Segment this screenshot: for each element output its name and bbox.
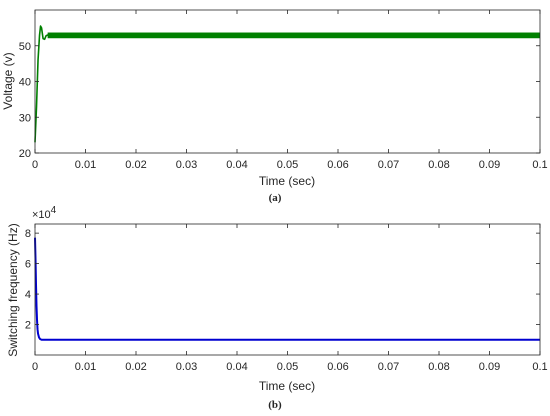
voltage-x-tick-label: 0.02 <box>125 159 146 171</box>
voltage-x-tick-label: 0 <box>32 159 38 171</box>
frequency-y-exponent-base: ×10 <box>32 209 51 221</box>
frequency-series-line <box>34 237 540 341</box>
frequency-y-exponent-power: 4 <box>51 205 57 216</box>
frequency-y-axis-label: Switching frequency (Hz) <box>6 223 20 356</box>
frequency-plot-area <box>35 224 540 355</box>
voltage-x-tick-label: 0.05 <box>277 159 298 171</box>
voltage-y-tick-label: 20 <box>19 148 31 160</box>
frequency-x-tick-label: 0.03 <box>176 361 197 373</box>
frequency-y-ticks: 2 4 6 8 <box>25 228 540 332</box>
frequency-x-tick-label: 0.06 <box>327 361 348 373</box>
voltage-y-tick-label: 40 <box>19 77 31 89</box>
voltage-x-tick-label: 0.07 <box>378 159 399 171</box>
frequency-x-tick-label: 0 <box>32 361 38 373</box>
voltage-y-ticks: 20 30 40 50 <box>19 41 540 160</box>
frequency-x-tick-label: 0.1 <box>532 361 547 373</box>
frequency-x-tick-label: 0.04 <box>226 361 247 373</box>
frequency-x-tick-label: 0.09 <box>479 361 500 373</box>
voltage-series-line <box>34 25 540 143</box>
voltage-x-ticks: 0 0.01 0.02 0.03 0.04 0.05 0.06 0.07 0.08 0.09 0.1 <box>32 10 548 171</box>
frequency-x-tick-label: 0.08 <box>428 361 449 373</box>
frequency-x-tick-label: 0.07 <box>378 361 399 373</box>
frequency-x-tick-label: 0.02 <box>125 361 146 373</box>
voltage-x-tick-label: 0.09 <box>479 159 500 171</box>
frequency-x-ticks: 0 0.01 0.02 0.03 0.04 0.05 0.06 0.07 0.08 0.09 0.1 <box>32 224 548 373</box>
voltage-chart: 0 0.01 0.02 0.03 0.04 0.05 0.06 0.07 0.08 0.09 0.1… <box>1 9 548 204</box>
voltage-x-tick-label: 0.01 <box>75 159 96 171</box>
voltage-plot-area <box>35 10 540 153</box>
frequency-y-tick-label: 8 <box>25 228 31 240</box>
voltage-chart-caption: (a) <box>269 192 282 204</box>
voltage-x-axis-label: Time (sec) <box>259 174 315 188</box>
voltage-series-group <box>34 25 540 143</box>
frequency-x-tick-label: 0.05 <box>277 361 298 373</box>
frequency-y-tick-label: 4 <box>25 289 31 301</box>
voltage-x-tick-label: 0.04 <box>226 159 247 171</box>
frequency-y-tick-label: 2 <box>25 320 31 332</box>
voltage-y-tick-label: 50 <box>19 41 31 53</box>
frequency-x-axis-label: Time (sec) <box>259 379 315 393</box>
voltage-x-tick-label: 0.03 <box>176 159 197 171</box>
frequency-series-group <box>34 237 540 341</box>
voltage-y-tick-label: 30 <box>19 112 31 124</box>
frequency-chart-caption: (b) <box>268 399 282 411</box>
frequency-y-tick-label: 6 <box>25 259 31 271</box>
voltage-x-tick-label: 0.08 <box>428 159 449 171</box>
voltage-x-tick-label: 0.1 <box>532 159 547 171</box>
voltage-y-axis-label: Voltage (v) <box>1 52 15 109</box>
voltage-x-tick-label: 0.06 <box>327 159 348 171</box>
frequency-x-tick-label: 0.01 <box>75 361 96 373</box>
frequency-y-exponent: ×104 <box>32 205 57 221</box>
switching-frequency-chart: 0 0.01 0.02 0.03 0.04 0.05 0.06 0.07 0.08 0.09 0.1… <box>6 205 548 411</box>
